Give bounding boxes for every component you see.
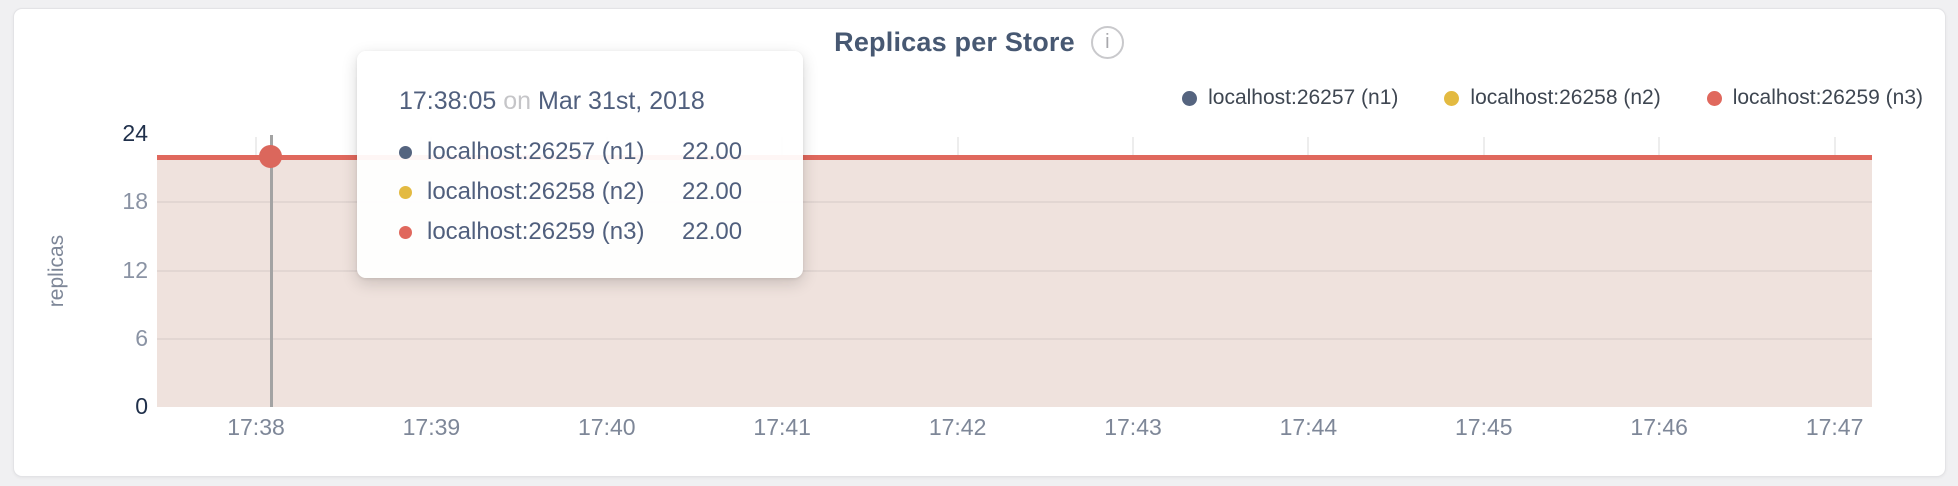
tooltip-date: Mar 31st, 2018 (538, 87, 705, 115)
x-tick-label: 17:44 (1279, 414, 1338, 440)
x-tick-label: 17:46 (1630, 414, 1688, 440)
legend-item[interactable]: localhost:26259 (n3) (1706, 86, 1923, 110)
y-tick-label: 0 (135, 393, 148, 419)
y-tick-label: 24 (122, 120, 148, 146)
legend-series-dot-icon (1706, 90, 1722, 106)
y-tick-label: 12 (122, 256, 148, 283)
x-tick-label: 17:47 (1805, 414, 1864, 440)
y-gridline (157, 269, 1872, 272)
tooltip-series-label: localhost:26259 (n3) (427, 218, 645, 245)
chart-header: Replicas per Store i (0, 22, 1958, 62)
y-tick-label: 18 (122, 188, 148, 215)
legend-series-dot-icon (1182, 90, 1198, 106)
legend-series-dot-icon (1444, 90, 1460, 106)
info-icon[interactable]: i (1090, 25, 1124, 59)
tooltip-series-label: localhost:26258 (n2) (427, 178, 645, 205)
legend-item[interactable]: localhost:26258 (n2) (1444, 86, 1661, 110)
tooltip-series-dot-icon (399, 185, 412, 199)
tooltip-conjunction: on (503, 87, 532, 115)
x-tick-label: 17:38 (227, 414, 285, 440)
tooltip-row: localhost:26258 (n2) 22.00 (399, 172, 773, 212)
tooltip-series-label: localhost:26257 (n1) (427, 138, 645, 165)
tooltip-series-value: 22.00 (682, 138, 743, 165)
x-tick-label: 17:41 (753, 414, 811, 440)
y-gridline (157, 337, 1872, 340)
y-tick-label: 6 (135, 324, 148, 351)
x-tick-label: 17:42 (928, 414, 987, 440)
legend-label: localhost:26259 (n3) (1732, 86, 1923, 109)
y-gridline (157, 201, 1872, 204)
x-tick-label: 17:43 (1104, 414, 1162, 440)
tooltip-series-dot-icon (399, 145, 412, 159)
legend-item[interactable]: localhost:26257 (n1) (1182, 86, 1398, 110)
legend-label: localhost:26258 (n2) (1470, 86, 1661, 109)
legend: localhost:26257 (n1) localhost:26258 (n2)… (1182, 86, 1923, 110)
tooltip-series-dot-icon (399, 225, 412, 239)
x-tick-label: 17:40 (578, 414, 636, 440)
hover-point (259, 145, 283, 169)
hover-guideline (269, 135, 273, 407)
tooltip-series-value: 22.00 (682, 178, 743, 205)
y-axis-title: replicas (45, 234, 68, 308)
tooltip-header: 17:38:05 on Mar 31st, 2018 (399, 87, 773, 116)
chart-title: Replicas per Store (834, 26, 1075, 57)
tooltip-series-value: 22.00 (682, 218, 743, 245)
tooltip: 17:38:05 on Mar 31st, 2018 localhost:262… (357, 51, 803, 278)
tooltip-rows: localhost:26257 (n1) 22.00 localhost:26258… (399, 132, 773, 252)
tooltip-row: localhost:26259 (n3) 22.00 (399, 212, 773, 252)
series-line (157, 154, 1872, 160)
legend-label: localhost:26257 (n1) (1208, 86, 1399, 109)
tooltip-row: localhost:26257 (n1) 22.00 (399, 132, 773, 172)
tooltip-time: 17:38:05 (399, 87, 497, 115)
x-tick-label: 17:39 (402, 414, 461, 440)
x-tick-label: 17:45 (1455, 414, 1513, 440)
